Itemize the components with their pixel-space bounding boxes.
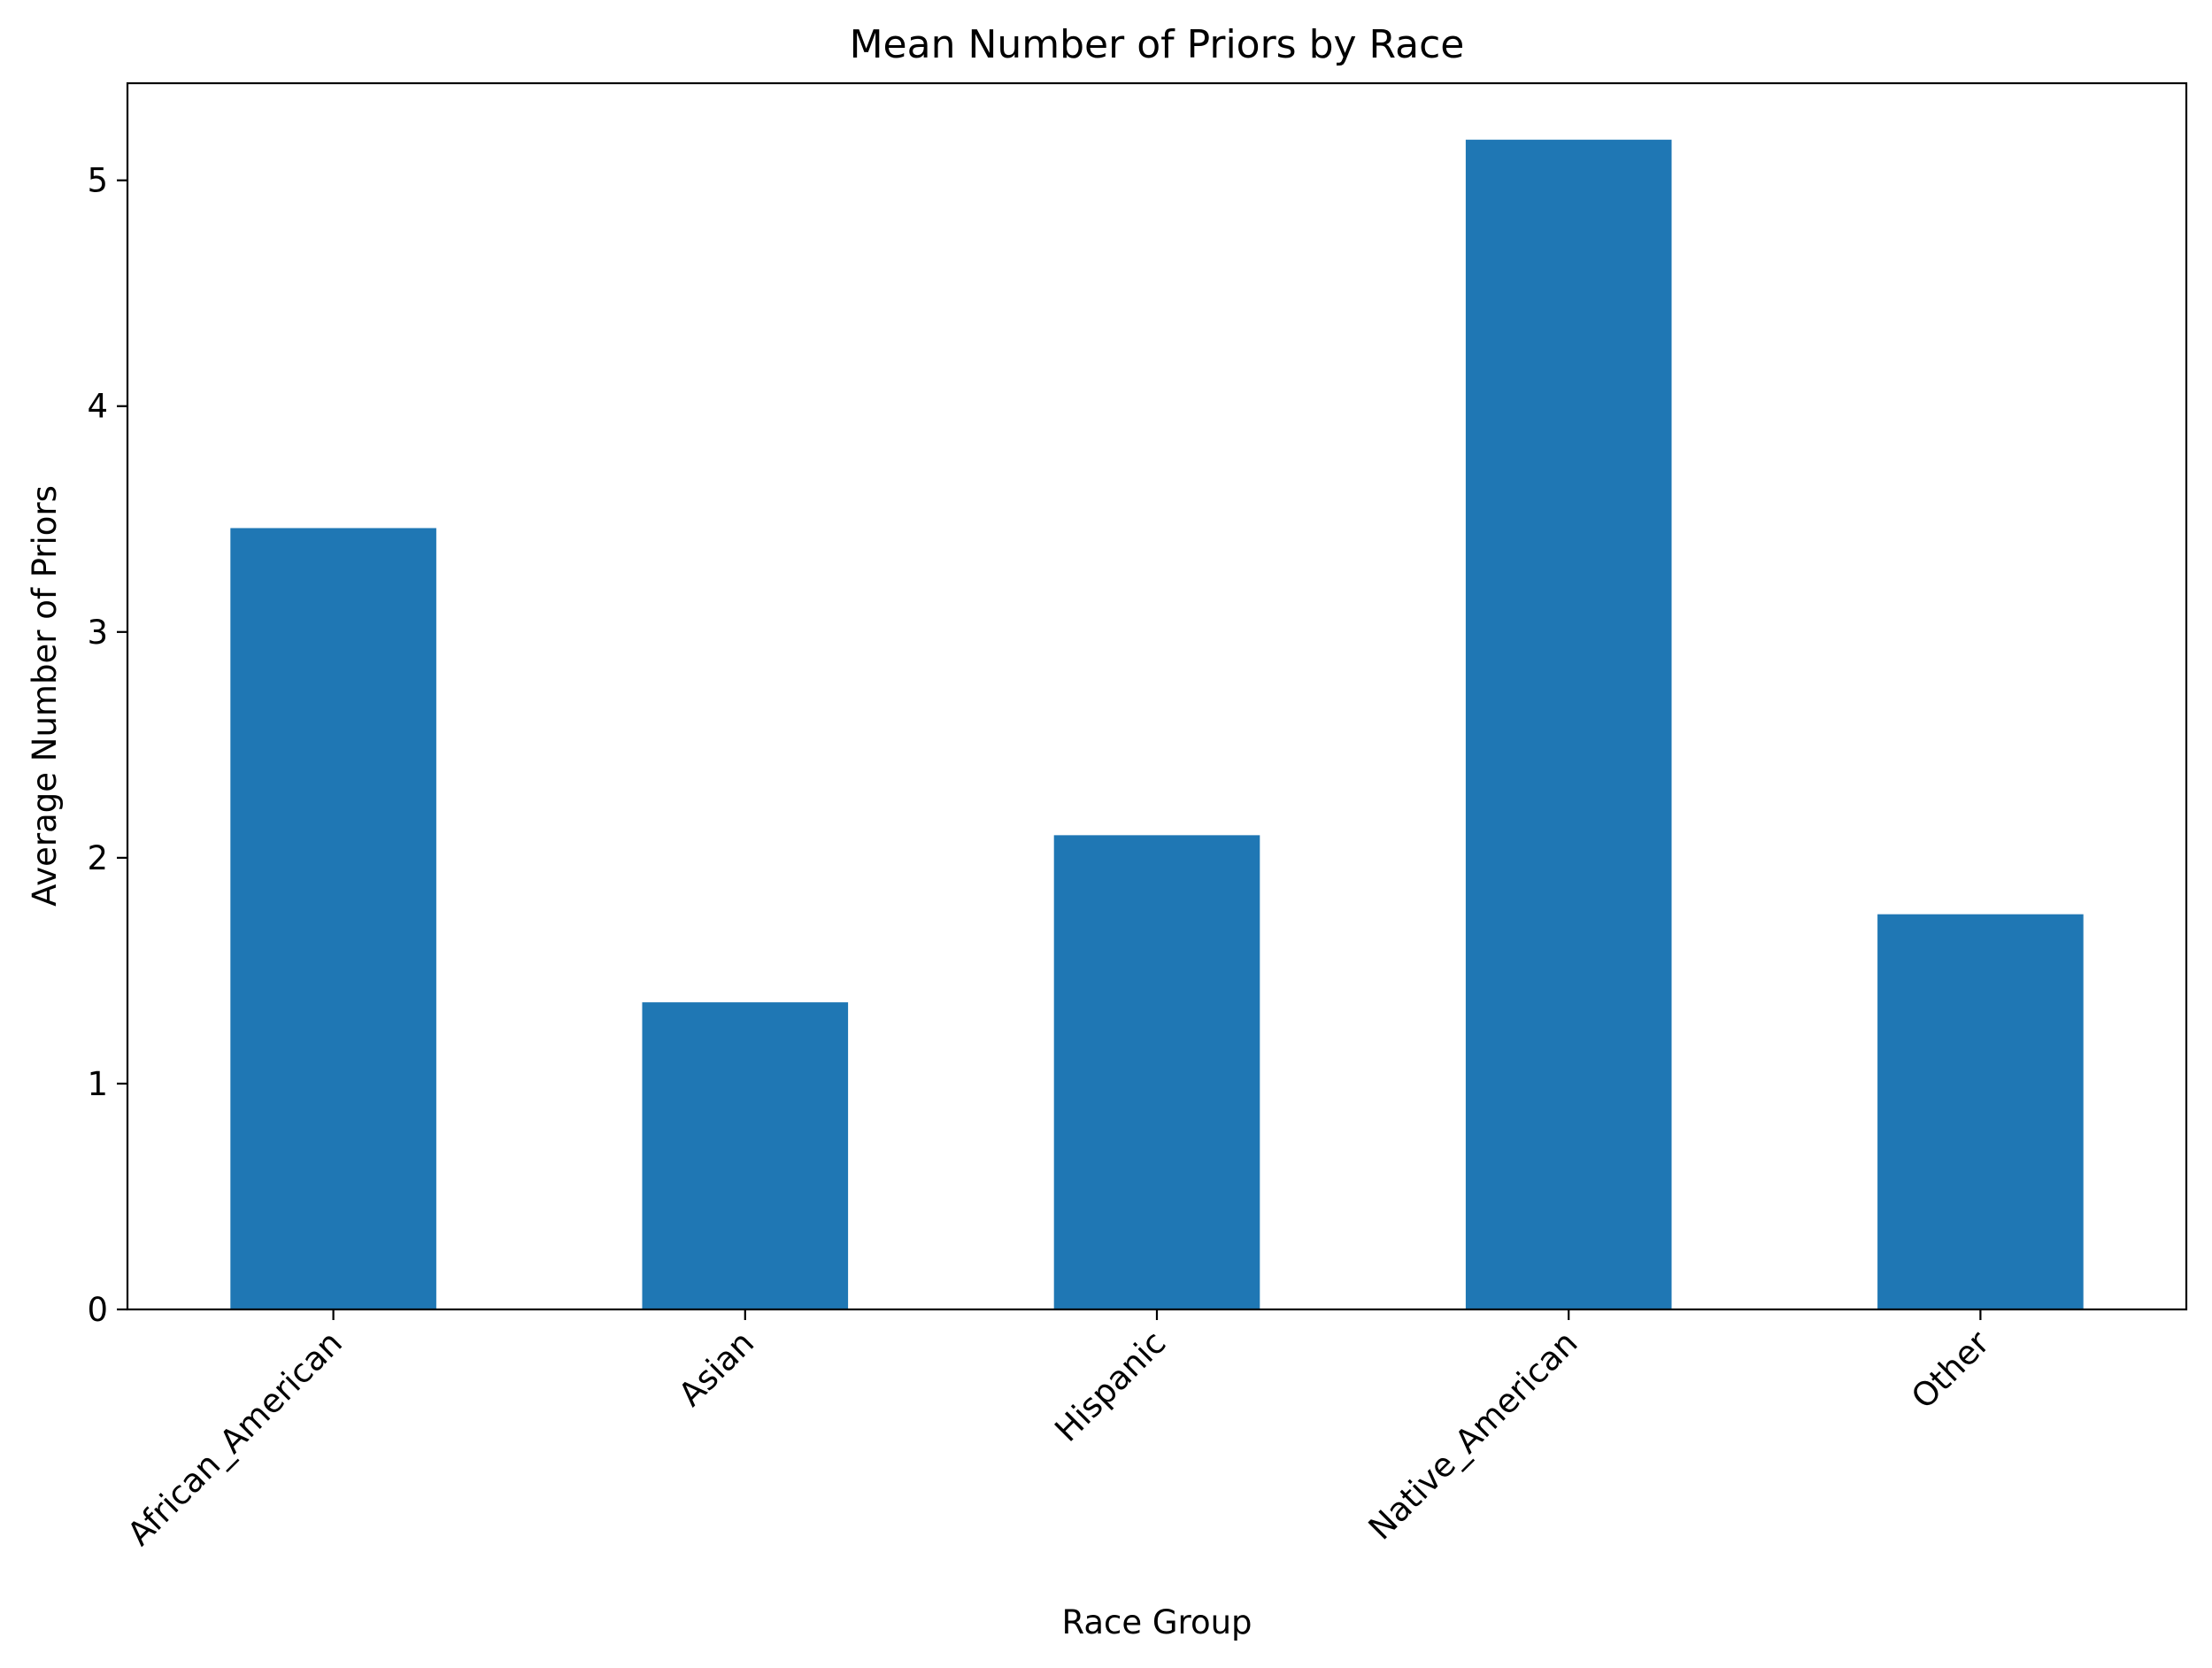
- x-axis-label: Race Group: [1061, 1603, 1252, 1641]
- bar-hispanic: [1053, 835, 1260, 1309]
- y-tick-label: 3: [87, 614, 108, 652]
- bar-african-american: [230, 528, 436, 1309]
- y-tick-label: 4: [87, 388, 108, 426]
- y-axis-label: Average Number of Priors: [26, 485, 64, 907]
- y-tick-label: 0: [87, 1291, 108, 1329]
- y-tick-label: 2: [87, 839, 108, 877]
- y-tick-label: 5: [87, 162, 108, 200]
- bar-asian: [642, 1002, 849, 1309]
- bar-native-american: [1465, 139, 1672, 1309]
- bar-other: [1877, 914, 2084, 1309]
- y-tick-label: 1: [87, 1065, 108, 1103]
- chart-title: Mean Number of Priors by Race: [850, 22, 1465, 67]
